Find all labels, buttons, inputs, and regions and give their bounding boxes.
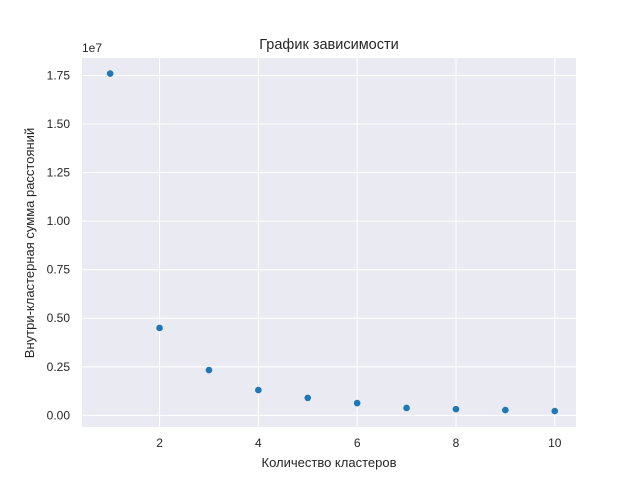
data-point	[502, 406, 509, 414]
y-tick-label: 0.25	[47, 360, 71, 374]
data-point	[106, 70, 114, 77]
y-offset-label: 1e7	[82, 41, 102, 55]
y-tick-labels: 0.00 0.25 0.50 0.75 1.00 1.25 1.50 1.75	[47, 68, 71, 422]
x-tick-label: 8	[453, 436, 460, 450]
data-point	[403, 404, 410, 412]
y-tick-label: 1.00	[47, 214, 71, 228]
x-axis-label: Количество кластеров	[262, 455, 397, 470]
y-tick-label: 0.00	[47, 408, 71, 422]
data-point	[353, 399, 361, 407]
x-tick-label: 6	[354, 436, 361, 450]
data-point	[205, 366, 213, 374]
x-tick-label: 4	[255, 436, 262, 450]
x-tick-labels: 2 4 6 8 10	[156, 436, 562, 450]
x-tick-label: 2	[156, 436, 163, 450]
plot-background	[82, 58, 576, 427]
data-point	[304, 394, 312, 402]
y-tick-label: 1.25	[47, 166, 71, 180]
data-point	[452, 405, 460, 413]
data-point	[551, 407, 559, 415]
x-tick-label: 10	[548, 436, 562, 450]
y-tick-label: 0.75	[47, 263, 71, 277]
grid-lines	[82, 58, 576, 427]
data-point	[255, 386, 262, 394]
y-tick-label: 1.75	[47, 68, 71, 82]
data-point	[156, 324, 163, 332]
data-points	[106, 70, 559, 415]
y-tick-label: 1.50	[47, 117, 71, 131]
y-tick-label: 0.50	[47, 311, 71, 325]
chart-title: График зависимости	[259, 37, 398, 53]
y-axis-label: Внутри-кластерная сумма расстояний	[22, 128, 37, 358]
